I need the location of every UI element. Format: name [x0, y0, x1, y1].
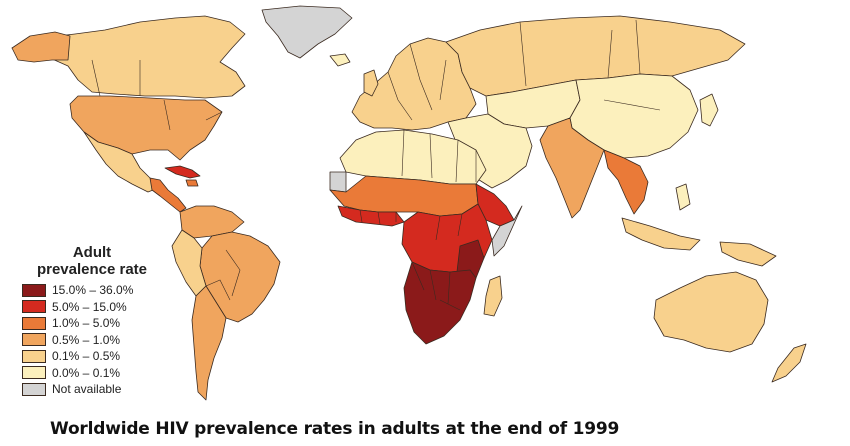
region-western-sahara: [329, 171, 347, 193]
world-map-figure: Adult prevalence rate 15.0% – 36.0% 5.0% …: [11, 5, 807, 401]
legend-swatch: [22, 316, 46, 330]
region-southern-africa: [403, 261, 477, 345]
legend-title-line1: Adult: [72, 244, 112, 261]
region-caribbean: [164, 165, 201, 179]
legend-items: 15.0% – 36.0% 5.0% – 15.0% 1.0% – 5.0% 0.5%…: [22, 282, 182, 398]
legend-item: 0.1% – 0.5%: [22, 348, 182, 365]
region-japan: [699, 93, 719, 127]
legend-title-line2: prevalence rate: [36, 261, 148, 278]
legend-item: 15.0% – 36.0%: [22, 282, 182, 299]
legend-label: 15.0% – 36.0%: [52, 283, 134, 298]
region-caribbean-east: [185, 179, 199, 187]
legend-item: 1.0% – 5.0%: [22, 315, 182, 332]
region-india: [539, 117, 605, 219]
region-iceland: [329, 53, 351, 67]
legend-label: 5.0% – 15.0%: [52, 299, 127, 314]
region-central-america: [149, 177, 187, 213]
legend-title: Adult prevalence rate: [22, 244, 162, 278]
figure-caption: Worldwide HIV prevalence rates in adults…: [50, 419, 620, 439]
region-new-guinea: [719, 241, 777, 267]
region-philippines: [675, 183, 691, 211]
region-west-africa-coast: [337, 205, 405, 227]
world-map: [11, 5, 807, 401]
legend-swatch: [22, 366, 46, 380]
legend-swatch: [22, 300, 46, 314]
legend-item: 0.5% – 1.0%: [22, 332, 182, 349]
region-madagascar: [483, 275, 503, 317]
region-greenland: [261, 5, 353, 59]
legend-item: 0.0% – 0.1%: [22, 365, 182, 382]
legend-swatch: [22, 333, 46, 347]
region-usa: [69, 95, 223, 161]
legend-label: 0.0% – 0.1%: [52, 365, 121, 380]
region-uk: [363, 69, 379, 97]
legend-label: 1.0% – 5.0%: [52, 316, 121, 331]
region-indonesia: [621, 217, 701, 251]
region-southern-cone: [191, 285, 227, 401]
legend-label: 0.1% – 0.5%: [52, 349, 121, 364]
legend-swatch: [22, 349, 46, 363]
legend-item: Not available: [22, 381, 182, 398]
legend-swatch: [22, 283, 46, 297]
legend-swatch: [22, 382, 46, 396]
legend-item: 5.0% – 15.0%: [22, 299, 182, 316]
map-legend: Adult prevalence rate 15.0% – 36.0% 5.0% …: [22, 244, 182, 398]
region-alaska: [11, 31, 71, 63]
region-new-zealand: [771, 343, 807, 383]
region-australia: [653, 271, 769, 353]
legend-label: Not available: [52, 382, 122, 397]
legend-label: 0.5% – 1.0%: [52, 332, 121, 347]
region-southeast-asia: [603, 149, 649, 215]
